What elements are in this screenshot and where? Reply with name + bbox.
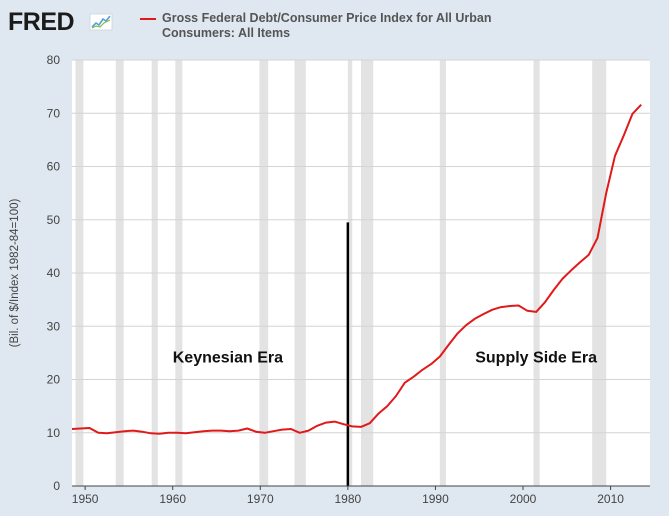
x-tick-label: 1990 bbox=[422, 492, 449, 506]
x-tick-label: 1960 bbox=[159, 492, 186, 506]
logo-text: FRED bbox=[8, 8, 74, 34]
chart-legend: Gross Federal Debt/Consumer Price Index … bbox=[140, 11, 660, 41]
y-tick-label: 70 bbox=[47, 106, 61, 120]
y-tick-label: 10 bbox=[47, 426, 61, 440]
legend-swatch bbox=[140, 18, 156, 20]
x-tick-label: 1970 bbox=[247, 492, 274, 506]
annotation-label: Keynesian Era bbox=[173, 349, 283, 366]
y-tick-label: 30 bbox=[47, 319, 61, 333]
legend-label[interactable]: Gross Federal Debt/Consumer Price Index … bbox=[162, 11, 492, 40]
y-axis-title: (Bil. of $/Index 1982-84=100) bbox=[9, 199, 21, 348]
x-tick-label: 1980 bbox=[335, 492, 362, 506]
y-tick-label: 80 bbox=[47, 53, 61, 67]
fred-logo[interactable]: FRED bbox=[8, 8, 120, 36]
y-tick-label: 60 bbox=[47, 160, 61, 174]
annotation-label: Supply Side Era bbox=[475, 349, 597, 366]
fred-logo-graphic: FRED bbox=[8, 8, 113, 36]
sparkline-chart-icon bbox=[89, 13, 113, 31]
grid bbox=[72, 59, 650, 434]
x-tick-label: 2010 bbox=[597, 492, 624, 506]
series-layer: Keynesian Era Supply Side Era bbox=[71, 104, 642, 486]
y-tick-label: 0 bbox=[53, 479, 60, 493]
y-tick-label: 20 bbox=[47, 373, 61, 387]
x-tick-label: 2000 bbox=[510, 492, 537, 506]
series-line bbox=[71, 104, 642, 435]
y-tick-label: 50 bbox=[47, 213, 61, 227]
y-tick-label: 40 bbox=[47, 266, 61, 280]
axes: 0 10 20 30 40 50 60 70 80 1950 1960 1970 1980 1990 200… bbox=[47, 53, 650, 506]
x-tick-label: 1950 bbox=[72, 492, 99, 506]
